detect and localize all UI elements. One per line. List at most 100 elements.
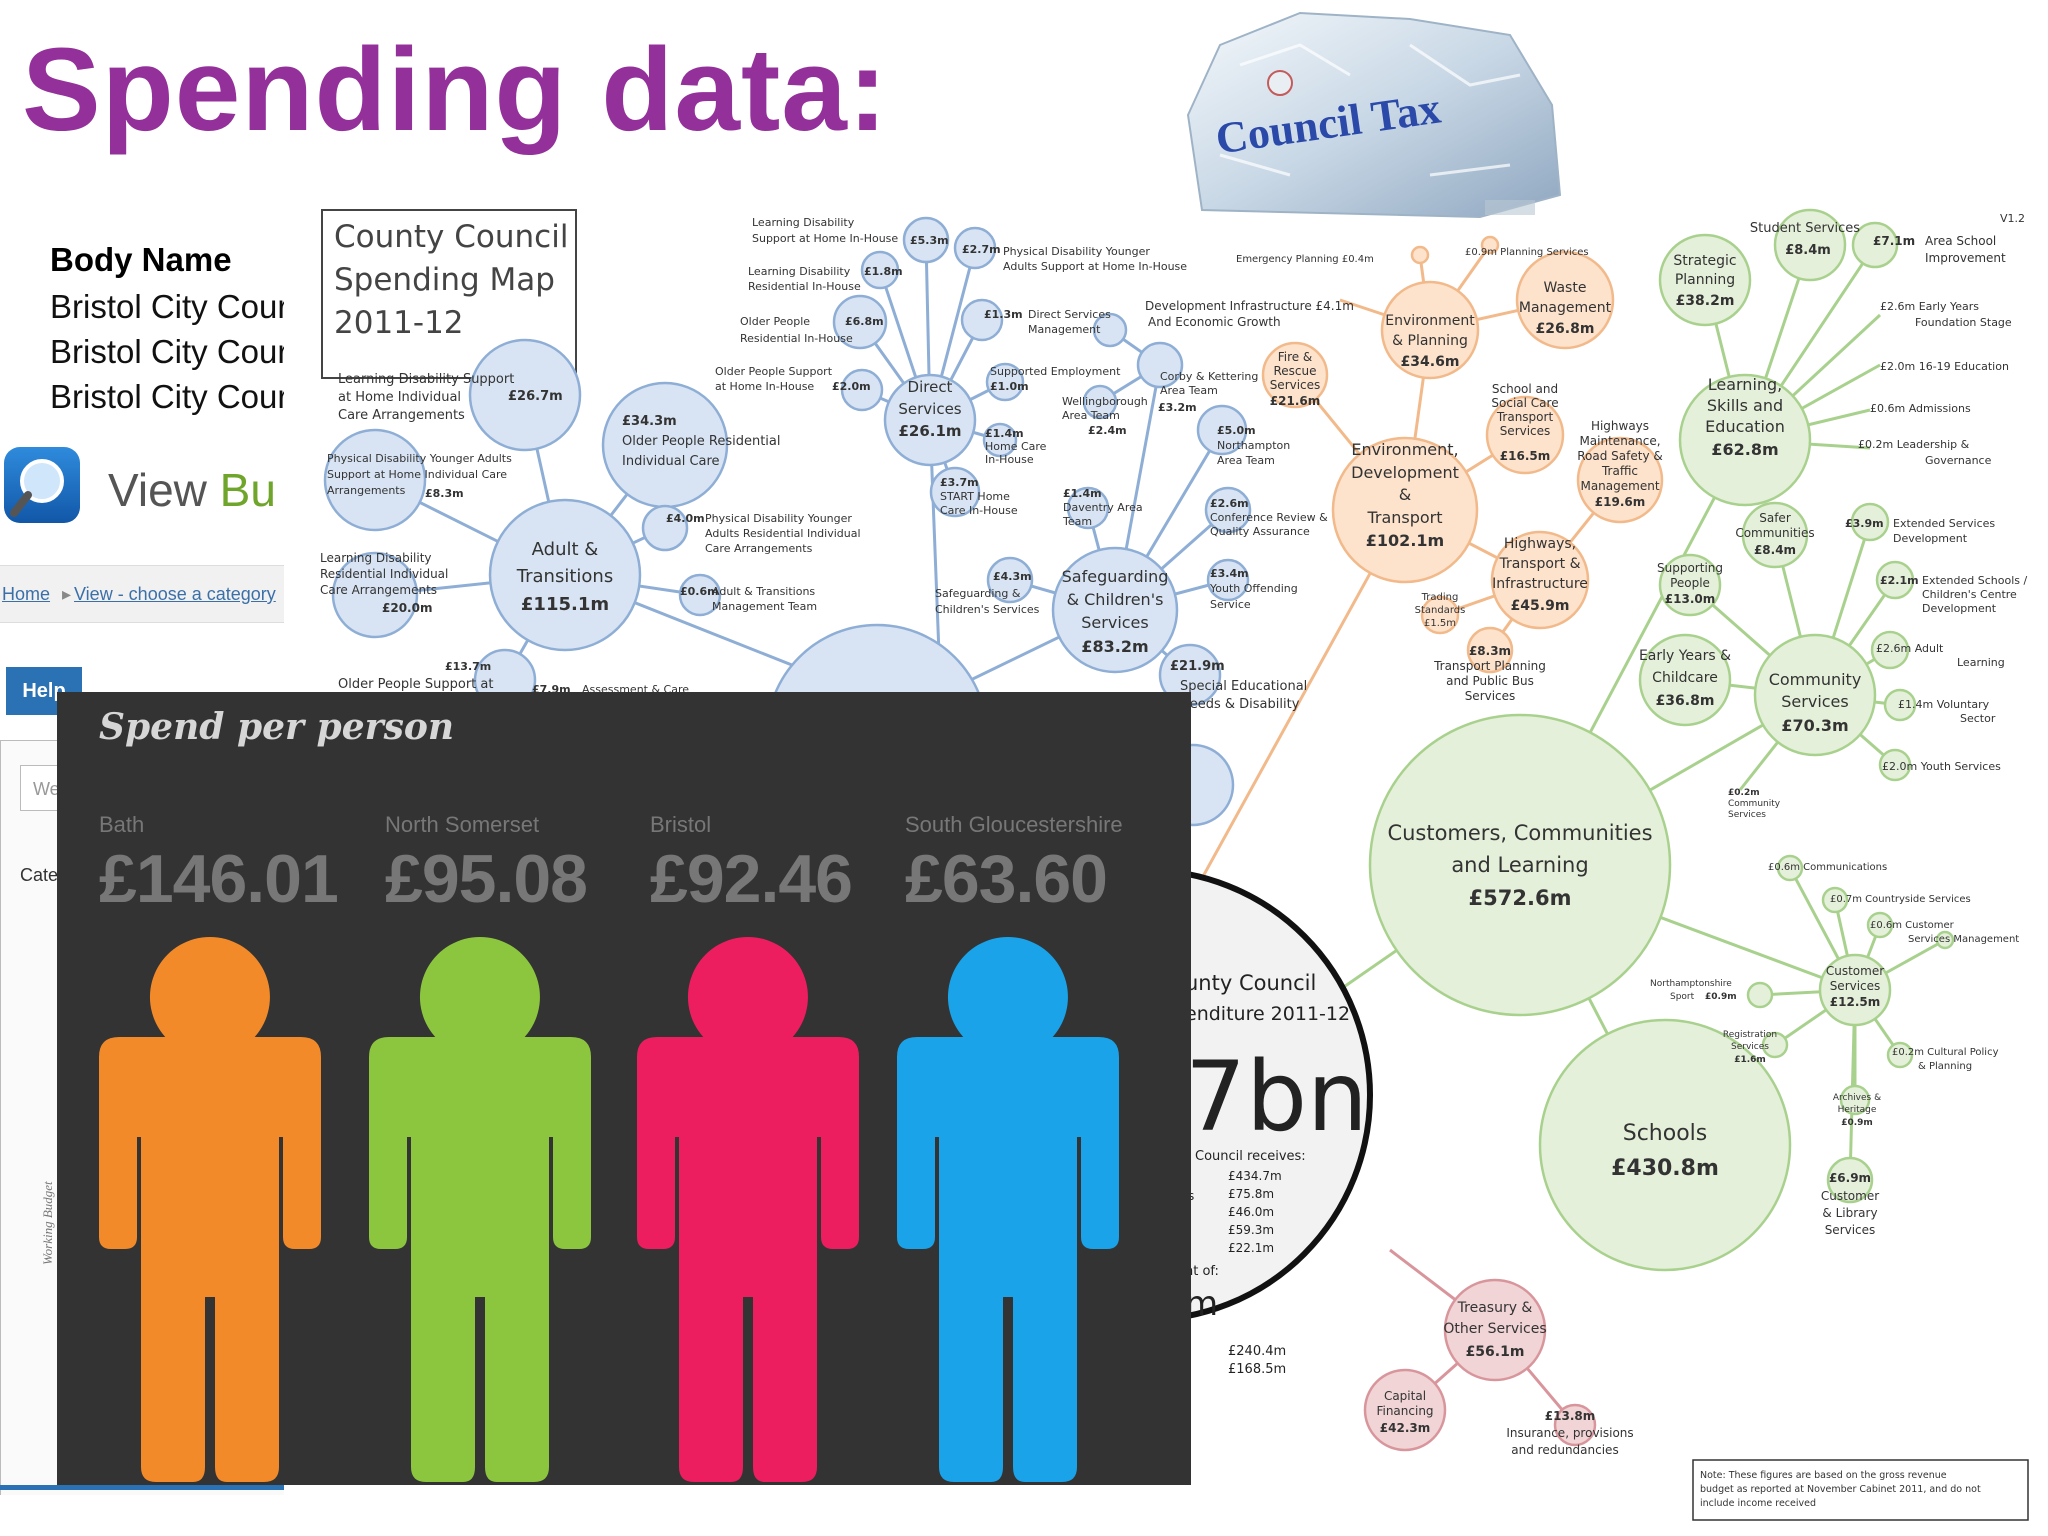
place-column: Bristol £92.46 bbox=[650, 812, 920, 918]
person-figure-icon bbox=[897, 937, 1119, 1482]
leaf-label: £3.4m Youth Offending Service bbox=[1209, 567, 1298, 611]
leaf-label: £0.6m Customer Services Management bbox=[1870, 920, 2019, 945]
node-schools-label: Schools £430.8m bbox=[1611, 1121, 1719, 1181]
leaf-label: £0.6m Admissions bbox=[1870, 402, 1971, 415]
node-highways-label: Highways, Transport & Infrastructure £45.9m bbox=[1492, 536, 1588, 614]
leaf-label: £7.1m Area School Improvement bbox=[1873, 234, 2006, 265]
total-figure: £240.4m bbox=[1228, 1344, 1286, 1359]
leaf-label: Older People Residential In-House bbox=[740, 315, 853, 345]
breadcrumb-view-link[interactable]: View - choose a category bbox=[74, 584, 276, 604]
spend-per-person-panel: Spend per person Bath £146.01 North Some… bbox=[57, 692, 1191, 1485]
leaf-label: Physical Disability Younger Adults Suppor… bbox=[1003, 245, 1187, 273]
node-customer-services-label: Customer Services £12.5m bbox=[1826, 964, 1884, 1009]
site-title: View Bu bbox=[108, 464, 276, 516]
magnifier-icon bbox=[4, 447, 80, 523]
side-caption: Working Budget bbox=[40, 1181, 55, 1265]
leaf-label: Northamptonshire Sport £0.9m bbox=[1650, 979, 1737, 1002]
leaf-label: Supported Employment £1.0m bbox=[990, 365, 1121, 393]
person-figure-icon bbox=[99, 937, 321, 1482]
page-title: Spending data: bbox=[22, 24, 889, 156]
total-figure: £46.0m bbox=[1228, 1205, 1274, 1219]
note-text: Note: These figures are based on the gro… bbox=[1700, 1470, 1981, 1509]
place-column: North Somerset £95.08 bbox=[385, 812, 655, 918]
map-title-line: Spending Map bbox=[334, 262, 555, 298]
node-env-planning-label: Environment & Planning £34.6m bbox=[1385, 313, 1475, 370]
leaf-value: £6.8m bbox=[845, 315, 884, 328]
leaf-label: £0.7m Countryside Services bbox=[1830, 894, 1971, 905]
leaf-label: Trading Standards £1.5m bbox=[1415, 592, 1466, 629]
place-name: South Gloucestershire bbox=[905, 812, 1123, 837]
node-direct-label: Direct Services £26.1m bbox=[898, 378, 961, 440]
leaf-label: Wellingborough Area Team bbox=[1062, 395, 1148, 422]
node-waste-label: Waste Management £26.8m bbox=[1519, 280, 1612, 337]
leaf-label: Learning Disability Support at Home Indiv… bbox=[338, 372, 514, 423]
place-name: Bristol bbox=[650, 812, 712, 837]
node-capital-label: Capital Financing £42.3m bbox=[1376, 1389, 1433, 1435]
table-row: Bristol City Cour bbox=[50, 333, 284, 370]
node-early-years-label: Early Years & Childcare £36.8m bbox=[1639, 648, 1731, 709]
leaf-label: £0.9m Planning Services bbox=[1465, 247, 1589, 258]
person-figure-icon bbox=[369, 937, 591, 1482]
node-safeguarding-label: Safeguarding & Children's Services £83.2m bbox=[1062, 567, 1169, 656]
leaf-value: £1.3m bbox=[984, 308, 1023, 321]
council-tax-rock-image bbox=[1186, 11, 1562, 219]
leaf-label: £2.0m Youth Services bbox=[1882, 760, 2001, 773]
leaf-label: £5.0m Northampton Area Team bbox=[1217, 424, 1290, 467]
table-row: Bristol City Cour bbox=[50, 378, 284, 415]
node-school-transport-label: School and Social Care Transport Services £1… bbox=[1491, 382, 1558, 463]
leaf-label: Learning Disability Residential In-House bbox=[748, 265, 861, 293]
spend-per-person-title: Spend per person bbox=[99, 706, 455, 748]
leaf-label: £8.3m Transport Planning and Public Bus Ser… bbox=[1433, 644, 1546, 703]
leaf-label: Corby & Kettering Area Team bbox=[1160, 370, 1258, 397]
total-figure: £59.3m bbox=[1228, 1223, 1274, 1237]
leaf-label: Development Infrastructure £4.1m And Econ… bbox=[1145, 299, 1354, 329]
map-title-line: 2011-12 bbox=[334, 305, 464, 341]
place-column: Bath £146.01 bbox=[99, 812, 369, 918]
divider bbox=[0, 1485, 284, 1490]
leaf-label: £3.9m Extended Services Development bbox=[1845, 517, 1995, 545]
spend-amount: £146.01 bbox=[99, 841, 339, 917]
node-fire-label: Fire & Rescue Services £21.6m bbox=[1270, 350, 1321, 408]
leaf-label: £2.0m 16-19 Education bbox=[1880, 360, 2009, 373]
leaf-label: Older People Support at Home In-House bbox=[715, 365, 833, 393]
total-figure: £22.1m bbox=[1228, 1241, 1274, 1255]
leaf-label: £3.7m START Home Care In-House bbox=[940, 476, 1018, 517]
total-figure: s bbox=[1188, 1189, 1194, 1203]
spend-amount: £63.60 bbox=[905, 841, 1108, 917]
total-heading: unty Council bbox=[1185, 971, 1316, 995]
table-row: Bristol City Cour bbox=[50, 288, 284, 325]
leaf-label: £13.8m Insurance, provisions and redundanc… bbox=[1506, 1409, 1633, 1457]
node-community-label: Community Services £70.3m bbox=[1769, 670, 1862, 735]
leaf-value: £2.7m bbox=[962, 243, 1001, 256]
leaf-value: £13.7m bbox=[445, 660, 491, 673]
leaf-value: £26.7m bbox=[508, 389, 563, 404]
leaf-label: £1.4m Home Care In-House bbox=[985, 427, 1047, 466]
node-supporting-label: Supporting People £13.0m bbox=[1657, 561, 1723, 606]
leaf-label: £2.1m Extended Schools / Children's Centre… bbox=[1880, 574, 2027, 615]
spend-amount: £95.08 bbox=[385, 841, 588, 917]
node-learning-label: Learning, Skills and Education £62.8m bbox=[1705, 375, 1785, 459]
leaf-label: Safeguarding & Children's Services bbox=[935, 587, 1040, 616]
leaf-label: £34.3m Older People Residential Individual… bbox=[622, 414, 781, 469]
leaf-label: £0.2m Community Services bbox=[1728, 788, 1781, 820]
node-adult-label: Adult & Transitions £115.1m bbox=[516, 539, 613, 615]
node-safer-label: Safer Communities £8.4m bbox=[1735, 511, 1814, 557]
person-figure-icon bbox=[637, 937, 859, 1482]
total-subheading: enditure 2011-12 bbox=[1185, 1003, 1350, 1025]
leaf-label: Learning Disability Residential Individua… bbox=[320, 551, 448, 615]
node-env-dev-label: Environment, Development & Transport £102.1m bbox=[1351, 440, 1459, 550]
leaf-value: £4.0m bbox=[666, 512, 705, 525]
breadcrumb-home-link[interactable]: Home bbox=[2, 584, 51, 604]
node-highways-maint-label: Highways Maintenance, Road Safety & Traffic… bbox=[1577, 419, 1662, 509]
map-version: V1.2 bbox=[2000, 212, 2025, 225]
total-figure: £75.8m bbox=[1228, 1187, 1274, 1201]
node-student-label: Student Services £8.4m bbox=[1750, 221, 1860, 258]
leaf-label: Physical Disability Younger Adults Suppor… bbox=[327, 452, 512, 497]
leaf-label: Registration Services £1.6m bbox=[1723, 1030, 1777, 1065]
leaf-label: £0.2m Cultural Policy & Planning bbox=[1892, 1047, 1999, 1072]
node-treasury-label: Treasury & Other Services £56.1m bbox=[1443, 1300, 1546, 1360]
leaf-label: Learning Disability Support at Home In-Ho… bbox=[752, 216, 898, 245]
leaf-label: £21.9m Special Educational Needs & Disabil… bbox=[1170, 659, 1307, 712]
total-value: 7bn bbox=[1185, 1041, 1368, 1153]
node-strategic-label: Strategic Planning £38.2m bbox=[1673, 253, 1736, 309]
